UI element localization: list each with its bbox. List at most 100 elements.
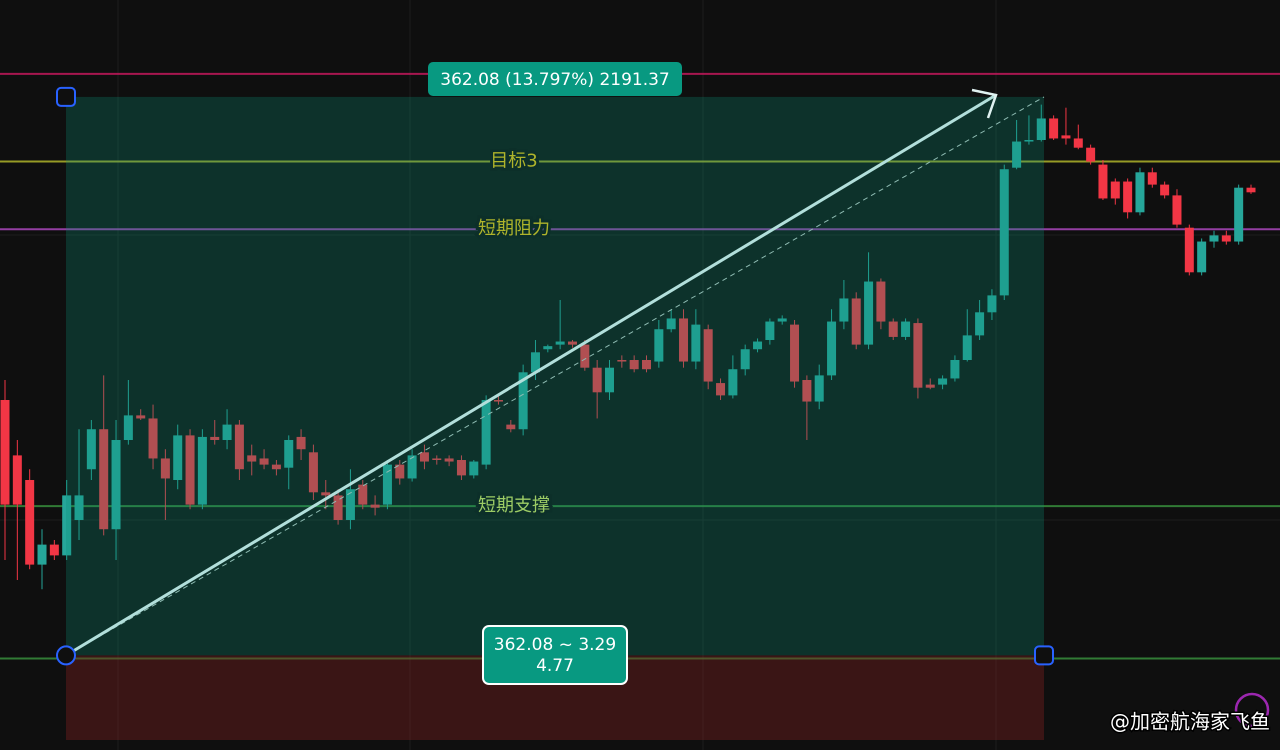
candle-body [975,312,985,336]
candle-body [1061,135,1071,139]
candle-body [358,484,368,505]
candle-body [99,429,109,530]
candle-body [617,360,627,362]
candle-body [765,321,775,340]
candle-body [370,504,380,508]
candle-body [567,341,577,345]
candle-body [86,429,96,470]
candle-body [234,424,244,470]
candle-body [580,344,590,368]
candle-body [247,455,257,462]
candle-body [74,495,84,520]
candle-body [395,464,405,479]
candle-body [111,440,121,530]
candle-body [1110,181,1120,199]
candle-body [210,436,220,440]
candle-body [518,372,528,430]
candle-body [271,464,281,470]
candle-body [197,436,207,505]
candle-body [740,349,750,370]
trend-arrow [65,93,997,657]
handle [1034,645,1054,666]
candle-body [950,360,960,379]
handle [56,645,76,666]
candle-body [1184,227,1194,273]
candle-body [925,384,935,388]
candle-body [777,318,787,322]
measure-bottom-label: 4.77 [536,656,574,676]
candle-body [333,495,343,520]
candle-body [1012,141,1022,168]
candle-body [37,544,47,565]
candle-body [666,318,676,330]
candle-body [691,324,701,362]
measure-top-label: 362.08 (13.797%) 2191.37 [440,70,670,90]
candle-body [62,495,72,556]
candle-body [136,415,146,419]
line-label: 短期支撑 [478,495,550,516]
candle-body [185,435,195,505]
candle-body [913,323,923,388]
candle-body [1049,118,1059,139]
candle-body [123,415,133,440]
measure-dashed [65,96,1045,656]
candle-body [444,458,454,462]
candle-body [432,458,442,460]
candle-body [345,489,355,520]
candle-body [407,455,417,479]
candle-body [49,544,59,556]
candle-body [679,318,689,362]
candle-body [938,378,948,385]
candle-body [1209,235,1219,242]
candle-body [321,492,331,496]
candle-body [469,461,479,476]
logo-icon [1234,692,1270,728]
candle-body [1234,187,1244,242]
candle-body [284,440,294,468]
candle-body [382,464,392,505]
candle-body [456,460,466,476]
line-label: 目标3 [490,151,537,172]
candle-body [259,458,269,465]
candle-body [493,400,503,402]
candle-body [604,367,614,393]
candle-body [1036,118,1046,140]
candle-body [1135,172,1145,213]
candle-body [654,329,664,362]
candle-body [901,321,911,337]
candle-body [530,352,540,373]
candle-body [814,375,824,402]
candle-body [173,435,183,480]
handle [56,86,76,107]
candle-body [308,452,318,493]
candle-body [839,298,849,322]
candle-body [1172,195,1182,225]
candle-body [790,324,800,382]
candle-body [851,298,861,345]
candle-body [592,367,602,393]
candle-body [888,321,898,337]
candle-body [802,380,812,402]
candle-body [506,424,516,430]
candle-body [160,458,170,479]
candle-body [753,341,763,350]
candle-body [1197,241,1207,273]
candle-body [629,360,639,370]
candle-body [1147,172,1157,185]
candle-body [716,383,726,396]
candle-body [962,335,972,360]
candle-body [876,281,886,322]
measure-bottom-label: 362.08 ~ 3.29 [494,635,616,655]
candle-body [1098,164,1108,199]
candle-body [1024,140,1034,142]
candle-body [864,281,874,345]
line-label: 短期阻力 [478,218,550,239]
candle-body [543,346,553,350]
candle-body [481,400,491,465]
candle-body [1246,187,1256,193]
candle-body [0,400,10,505]
candle-body [728,369,738,396]
candle-body [827,321,837,376]
